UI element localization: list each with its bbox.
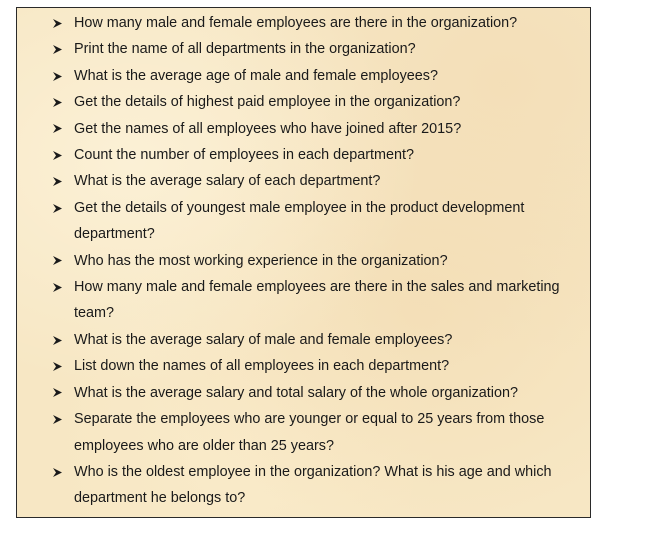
question-item: Separate the employees who are younger o… <box>17 406 590 459</box>
question-text: What is the average age of male and fema… <box>74 67 438 84</box>
question-text: Separate the employees who are younger o… <box>74 411 545 454</box>
arrowhead-bullet-icon <box>51 406 63 432</box>
question-item: Count the number of employees in each de… <box>17 142 590 168</box>
question-text: What is the average salary and total sal… <box>74 384 518 401</box>
arrowhead-bullet-icon <box>51 63 63 89</box>
question-text: Get the details of highest paid employee… <box>74 94 461 111</box>
question-text: What is the average salary of each depar… <box>74 173 381 190</box>
arrowhead-bullet-icon <box>51 195 63 221</box>
question-item: How many male and female employees are t… <box>17 274 590 327</box>
question-item: How many male and female employees are t… <box>17 10 590 36</box>
question-item: Get the details of youngest male employe… <box>17 195 590 248</box>
question-text: List down the names of all employees in … <box>74 358 450 375</box>
question-item: Get the names of all employees who have … <box>17 116 590 142</box>
arrowhead-bullet-icon <box>51 327 63 353</box>
question-text: Print the name of all departments in the… <box>74 41 416 58</box>
question-text: How many male and female employees are t… <box>74 15 518 31</box>
question-text: How many male and female employees are t… <box>74 279 560 322</box>
arrowhead-bullet-icon <box>51 353 63 379</box>
question-list: How many male and female employees are t… <box>17 10 590 512</box>
question-item: What is the average salary of male and f… <box>17 327 590 353</box>
question-item: What is the average salary and total sal… <box>17 380 590 406</box>
arrowhead-bullet-icon <box>51 380 63 406</box>
arrowhead-bullet-icon <box>51 36 63 62</box>
arrowhead-bullet-icon <box>51 89 63 115</box>
question-text: Who is the oldest employee in the organi… <box>74 463 552 507</box>
question-item: Who is the oldest employee in the organi… <box>17 459 590 512</box>
question-text: Get the names of all employees who have … <box>74 120 462 137</box>
arrowhead-bullet-icon <box>51 116 63 142</box>
question-list-panel: How many male and female employees are t… <box>16 7 591 518</box>
question-item: Print the name of all departments in the… <box>17 36 590 62</box>
arrowhead-bullet-icon <box>51 168 63 194</box>
question-item: List down the names of all employees in … <box>17 353 590 379</box>
question-text: Get the details of youngest male employe… <box>74 199 525 243</box>
question-text: Who has the most working experience in t… <box>74 252 448 269</box>
arrowhead-bullet-icon <box>51 274 63 300</box>
arrowhead-bullet-icon <box>51 459 63 485</box>
arrowhead-bullet-icon <box>51 10 63 36</box>
question-item: What is the average salary of each depar… <box>17 168 590 194</box>
question-text: What is the average salary of male and f… <box>74 331 453 348</box>
question-text: Count the number of employees in each de… <box>74 147 414 164</box>
question-item: What is the average age of male and fema… <box>17 63 590 89</box>
question-item: Get the details of highest paid employee… <box>17 89 590 115</box>
question-item: Who has the most working experience in t… <box>17 248 590 274</box>
arrowhead-bullet-icon <box>51 142 63 168</box>
arrowhead-bullet-icon <box>51 248 63 274</box>
